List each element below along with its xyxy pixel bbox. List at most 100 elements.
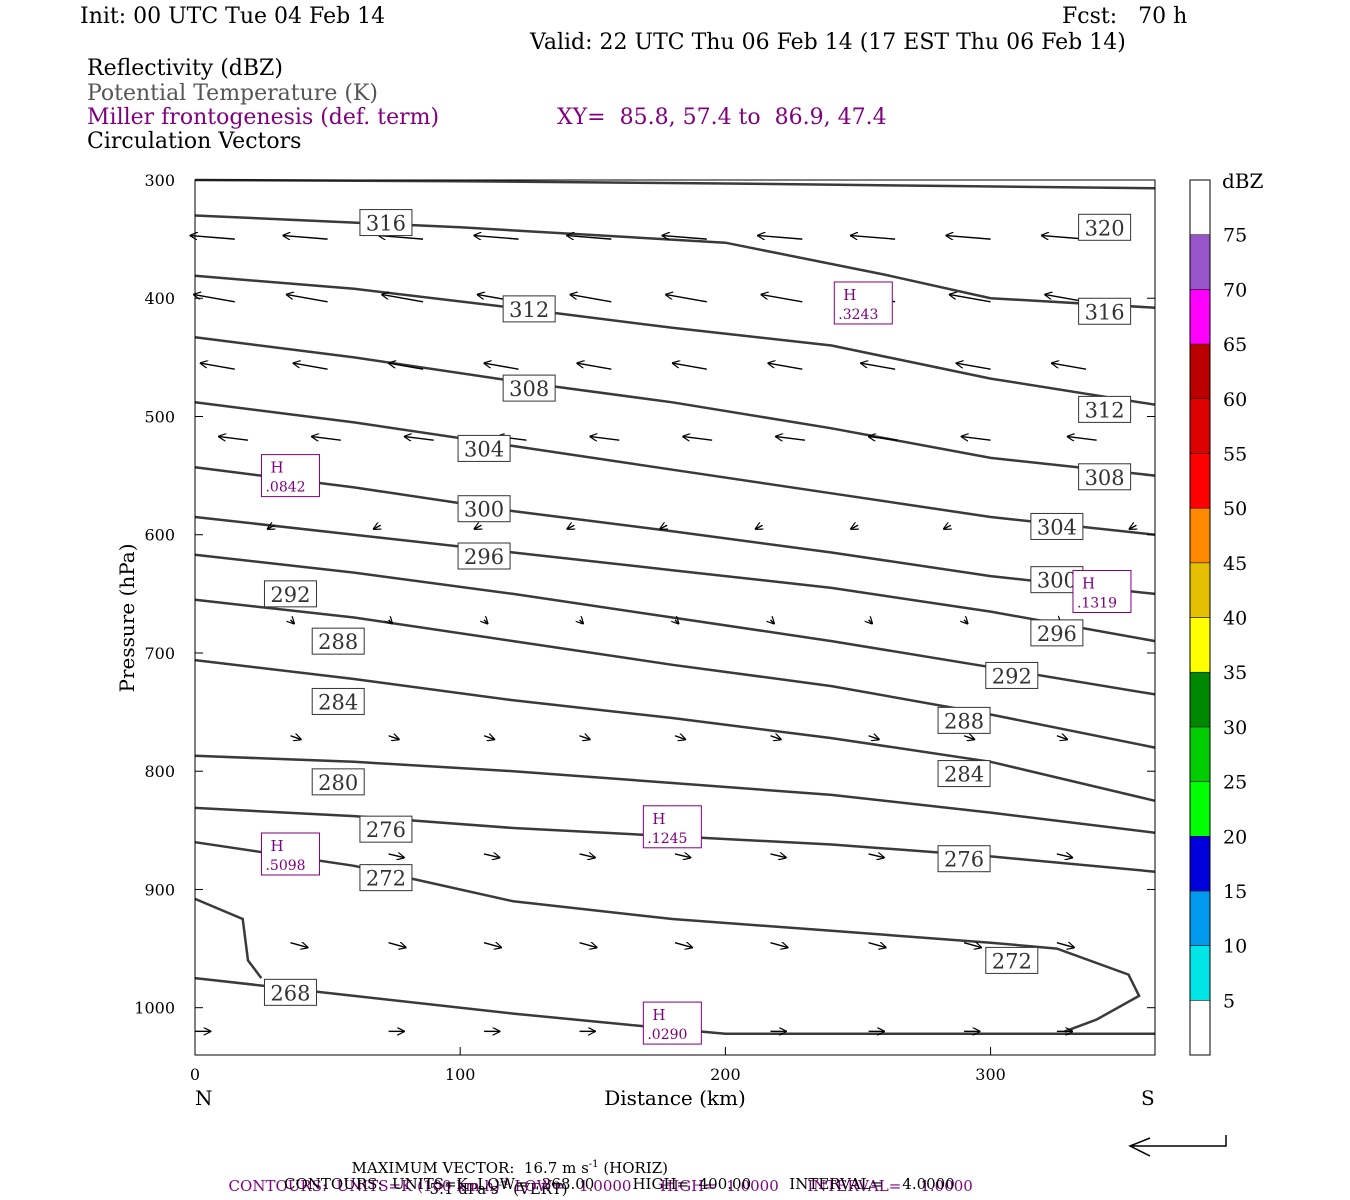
circulation-vector	[287, 295, 328, 303]
theta-label-box	[311, 627, 365, 655]
circulation-vector	[868, 736, 879, 740]
colorbar-segment	[1189, 726, 1211, 782]
theta-label-box	[985, 661, 1039, 689]
colorbar-tick-label: 30	[1223, 717, 1247, 739]
colorbar-segment	[1189, 343, 1211, 399]
frontogenesis-high-value: .0290	[647, 1027, 687, 1043]
circulation-vector	[389, 363, 424, 370]
circulation-vector	[950, 295, 991, 303]
theta-contour-316	[194, 214, 1156, 309]
circulation-vector	[666, 295, 707, 303]
circulation-vector	[675, 620, 678, 624]
circulation-vector	[483, 854, 499, 858]
circulation-vector	[1130, 525, 1137, 529]
theta-contour-label: 276	[366, 818, 406, 842]
x-tick-label: 100	[445, 1065, 476, 1084]
circulation-vector	[290, 620, 293, 624]
colorbar-segment	[1189, 507, 1211, 564]
forecast-hour: Fcst: 70 h	[1062, 4, 1188, 29]
theta-contour-label: 276	[944, 848, 984, 872]
circulation-vector	[388, 943, 406, 948]
theta-label-box	[457, 495, 511, 523]
field-potential-temperature: Potential Temperature (K)	[87, 81, 378, 106]
colorbar-tick-label: 45	[1223, 553, 1247, 575]
theta-contour-304	[194, 401, 1156, 536]
colorbar-segment	[1189, 179, 1211, 235]
circulation-vector	[379, 236, 424, 240]
circulation-vector	[567, 236, 612, 240]
circulation-vector	[1056, 854, 1072, 858]
theta-contour-280	[194, 754, 1156, 834]
circulation-vector	[1052, 363, 1087, 370]
theta-label-box	[1078, 213, 1132, 241]
theta-label-box	[359, 815, 413, 843]
circulation-vector	[571, 295, 612, 303]
y-tick-label: 700	[144, 644, 175, 663]
circulation-vector	[674, 736, 685, 740]
circulation-vector	[761, 295, 803, 303]
circulation-vector	[483, 943, 501, 948]
y-tick-label: 300	[144, 171, 175, 190]
circulation-vector	[768, 363, 803, 370]
frontogenesis-high-box	[642, 1001, 702, 1045]
circulation-vector	[1068, 437, 1097, 441]
circulation-vector	[851, 525, 858, 529]
theta-contour-272	[194, 840, 1141, 1033]
theta-label-box	[311, 768, 365, 796]
theta-contour-label: 288	[944, 709, 984, 733]
circulation-vector	[1056, 736, 1067, 740]
theta-label-box	[937, 760, 991, 788]
theta-contour-label: 312	[1085, 398, 1125, 422]
exponent-horiz: -1	[588, 1159, 599, 1170]
circulation-vector	[770, 854, 785, 858]
circulation-vector	[388, 854, 404, 858]
field-reflectivity: Reflectivity (dBZ)	[87, 56, 283, 81]
colorbar-tick-label: 35	[1223, 662, 1247, 684]
theta-contour-label: 296	[464, 545, 504, 569]
theta-label-box	[457, 434, 511, 462]
colorbar-tick-label: 70	[1223, 279, 1247, 301]
theta-contour-label: 284	[318, 690, 358, 714]
circulation-vector	[579, 854, 595, 858]
circulation-vector	[294, 363, 328, 370]
theta-contour-info: CONTOURS: UNITS=K LOW= 268.00 HIGH= 400.…	[284, 1175, 955, 1193]
reference-vector	[1128, 1135, 1227, 1157]
y-tick-label: 1000	[134, 999, 175, 1018]
theta-contour-14	[194, 897, 263, 979]
theta-label-box	[937, 845, 991, 873]
init-time: Init: 00 UTC Tue 04 Feb 14	[80, 4, 386, 29]
x-tick-label: 300	[975, 1065, 1006, 1084]
theta-contour-312	[194, 274, 1156, 406]
circulation-vector	[957, 363, 991, 370]
colorbar-tick-label: 10	[1223, 936, 1247, 958]
circulation-vector	[567, 525, 574, 529]
circulation-vector	[946, 236, 991, 240]
frontogenesis-high-box	[833, 281, 893, 325]
colorbar-segment	[1189, 617, 1211, 673]
circulation-vector	[962, 437, 991, 441]
theta-contour-label: 308	[509, 377, 549, 401]
circulation-vector	[290, 736, 300, 740]
theta-label-box	[1030, 619, 1084, 647]
circulation-vector	[673, 363, 707, 370]
colorbar-tick-label: 25	[1223, 772, 1247, 794]
frontogenesis-units: CONTOURS: UNITS=K (100 km h)	[228, 1177, 500, 1195]
circulation-vector	[683, 437, 713, 441]
colorbar-tick-label: 55	[1223, 443, 1247, 465]
circulation-vector	[869, 437, 898, 441]
circulation-vector	[268, 525, 275, 529]
circulation-vector	[770, 620, 773, 624]
exponent-vert: -1	[498, 1180, 509, 1191]
frontogenesis-high-box	[642, 805, 702, 849]
theta-contour-label: 268	[270, 981, 310, 1005]
circulation-vector	[191, 236, 235, 240]
colorbar-segment	[1189, 945, 1211, 1001]
circulation-vector	[483, 736, 494, 740]
theta-label-box	[1030, 512, 1084, 540]
theta-contour-320	[194, 178, 1156, 190]
circulation-vector	[579, 736, 590, 740]
circulation-vector	[474, 236, 519, 240]
frontogenesis-high-value: .5098	[265, 858, 305, 874]
frontogenesis-contour-info: CONTOURS: UNITS=K (100 km h)-1 LOW= 1.00…	[219, 1157, 973, 1195]
